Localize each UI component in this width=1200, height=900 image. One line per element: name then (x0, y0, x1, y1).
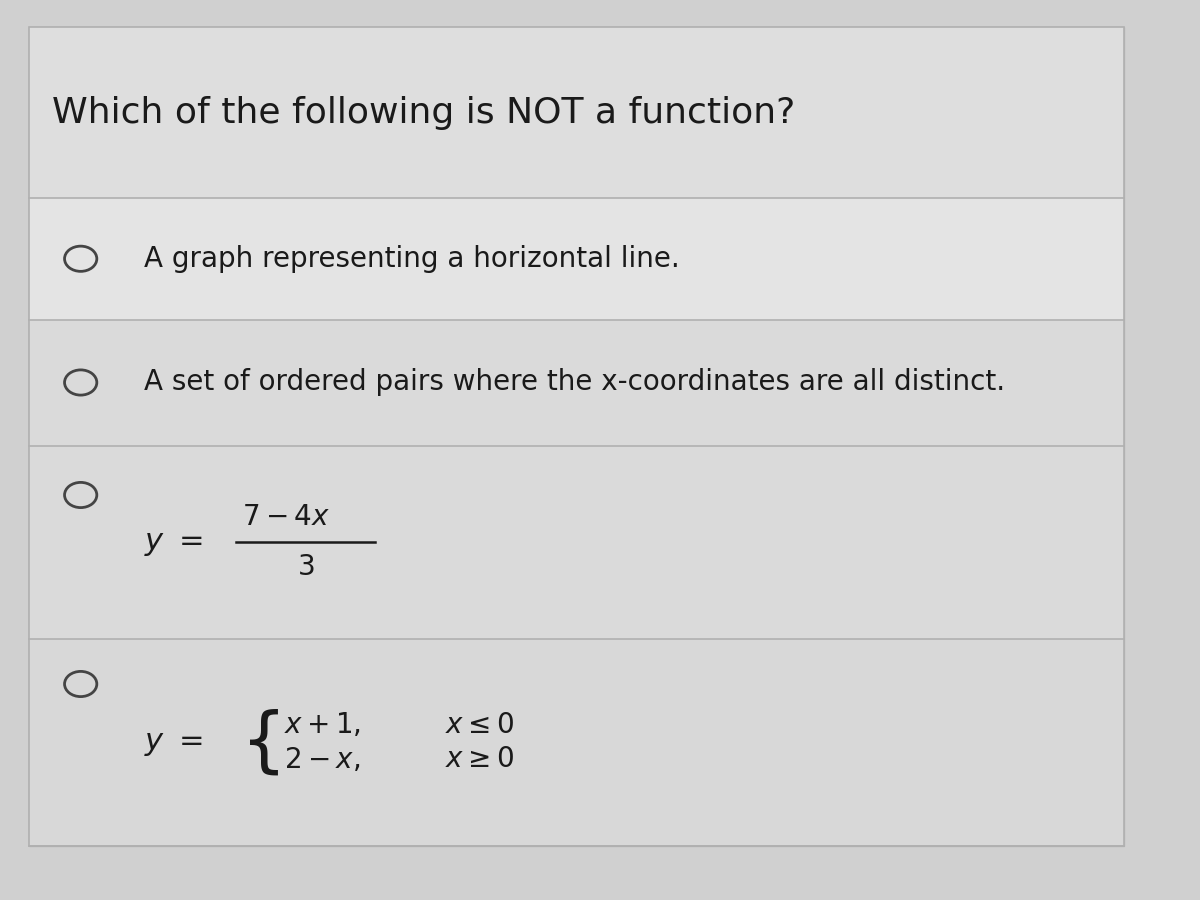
Bar (29, 27, 1124, 198)
Text: $2 - x,$: $2 - x,$ (283, 745, 360, 774)
Text: $7-4x$: $7-4x$ (242, 504, 330, 531)
Text: $x \geq 0$: $x \geq 0$ (445, 746, 514, 773)
Text: $\{$: $\{$ (240, 707, 278, 778)
Text: $x + 1,$: $x + 1,$ (283, 711, 360, 740)
Bar (29, 198, 1124, 320)
FancyBboxPatch shape (29, 27, 1124, 846)
Text: A graph representing a horizontal line.: A graph representing a horizontal line. (144, 245, 680, 273)
Text: $3$: $3$ (296, 554, 314, 581)
Text: A set of ordered pairs where the x-coordinates are all distinct.: A set of ordered pairs where the x-coord… (144, 368, 1006, 397)
Text: $y\ =$: $y\ =$ (144, 526, 203, 558)
Bar (29, 446, 1124, 639)
Text: $x \leq 0$: $x \leq 0$ (445, 712, 514, 739)
Text: Which of the following is NOT a function?: Which of the following is NOT a function… (52, 95, 796, 130)
Bar (29, 639, 1124, 846)
Bar (29, 320, 1124, 446)
Text: $y\ =$: $y\ =$ (144, 727, 203, 758)
